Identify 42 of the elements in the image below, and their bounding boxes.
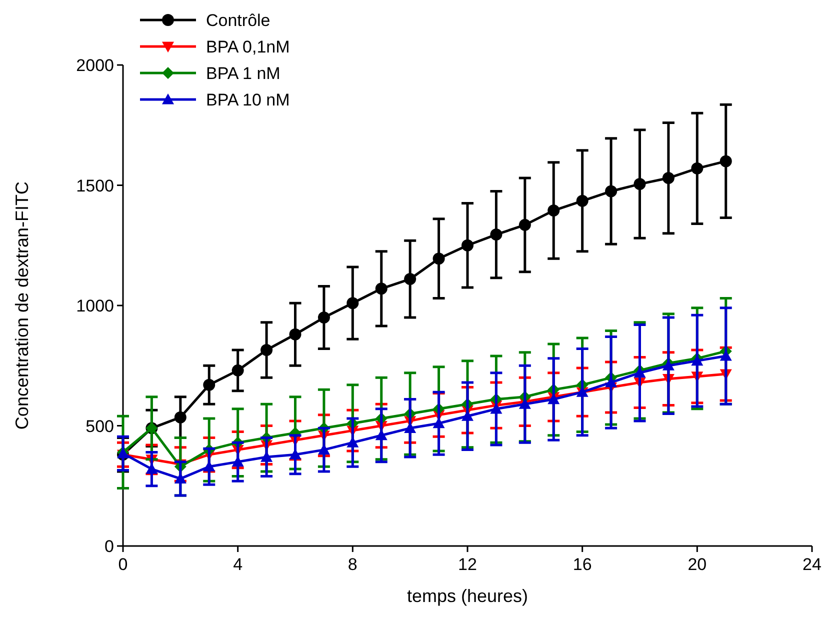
point (548, 204, 560, 217)
x-tick-label: 20 (688, 555, 707, 574)
point (634, 178, 646, 190)
y-tick-label: 1500 (76, 176, 114, 196)
x-tick-label: 4 (233, 555, 243, 574)
point (720, 155, 732, 168)
point (518, 218, 531, 231)
point (289, 328, 302, 340)
point (462, 239, 474, 252)
point (404, 273, 416, 286)
y-tick-label: 500 (86, 416, 114, 436)
x-axis-title: temps (heures) (406, 586, 528, 606)
point (576, 194, 588, 207)
point (146, 463, 158, 474)
point (375, 282, 388, 295)
legend-label: BPA 1 nM (206, 64, 280, 83)
x-tick-label: 16 (572, 555, 592, 574)
point (260, 451, 273, 462)
point (662, 172, 674, 184)
y-tick-label: 0 (104, 537, 114, 556)
y-tick-label: 1000 (76, 296, 114, 316)
legend-label: Contrôle (206, 11, 270, 30)
point (232, 364, 244, 376)
point (260, 344, 273, 356)
point (490, 228, 502, 241)
point (174, 411, 186, 424)
point (605, 185, 618, 198)
point (346, 297, 359, 310)
point (432, 252, 445, 265)
point (691, 162, 704, 174)
legend-label: BPA 10 nM (206, 90, 290, 110)
legend-label: BPA 0,1nM (206, 38, 290, 56)
y-axis-title: Concentration de dextran-FITC (12, 181, 32, 430)
point (318, 312, 330, 324)
point (346, 436, 359, 448)
x-tick-label: 24 (802, 555, 822, 574)
x-tick-label: 8 (348, 555, 358, 574)
point (720, 350, 732, 361)
x-tick-label: 12 (458, 555, 477, 574)
x-tick-label: 0 (118, 555, 128, 574)
y-tick-label: 2000 (76, 56, 114, 75)
point (203, 378, 216, 391)
